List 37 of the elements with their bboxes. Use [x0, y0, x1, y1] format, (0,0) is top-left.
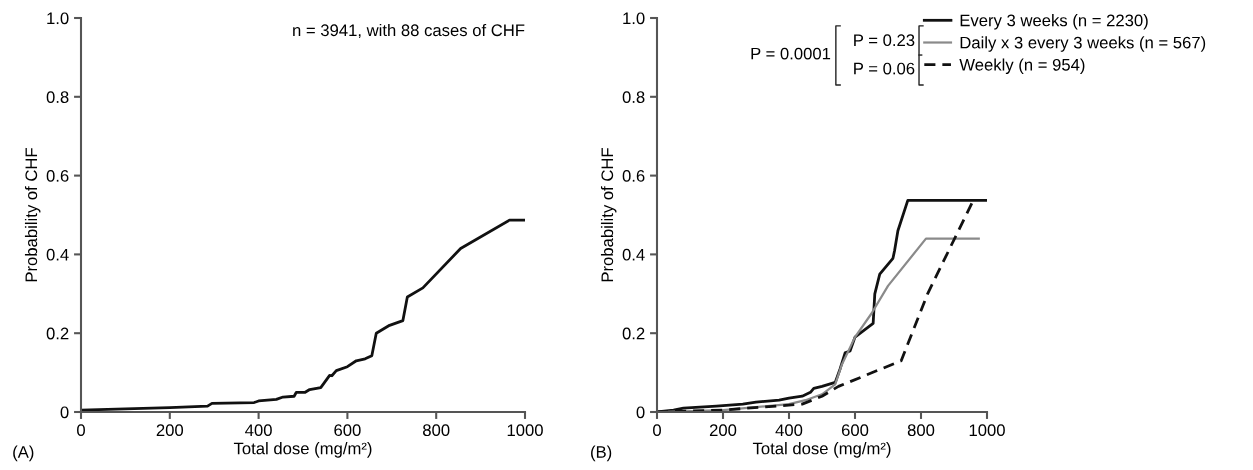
text: (B) — [591, 445, 612, 462]
y-tick-label: 0.6 — [46, 170, 69, 182]
x-tick-label: 400 — [245, 424, 272, 437]
x-tick-label: 0 — [77, 424, 85, 437]
y-tick-label: 0.8 — [622, 91, 645, 103]
y-axis-title: Probability of CHF — [24, 148, 41, 282]
x-tick-label: 1000 — [507, 424, 543, 437]
y-tick-label: 1.0 — [623, 12, 645, 25]
annotation: P = 0.06 — [854, 62, 915, 75]
x-tick-label: 200 — [156, 424, 184, 437]
legend-label: Daily x 3 every 3 weeks (n = 567) — [960, 36, 1206, 52]
y-tick-label: 0.4 — [46, 248, 69, 261]
y-tick-label: 0.6 — [622, 170, 645, 182]
legend-label: Weekly (n = 954) — [959, 58, 1085, 74]
annotation: P = 0.23 — [854, 34, 915, 47]
legend-label: Every 3 weeks (n = 2230) — [960, 14, 1148, 30]
x-tick-label: 600 — [841, 424, 869, 437]
text: (A) — [13, 445, 34, 462]
y-tick-label: 0.4 — [622, 248, 645, 261]
y-tick-label: 0 — [636, 406, 645, 419]
x-axis-title: Total dose (mg/m²) — [233, 442, 372, 458]
y-tick-label: 0 — [60, 406, 69, 419]
annotation: P = 0.0001 — [751, 47, 831, 60]
annotation: n = 3941, with 88 cases of CHF — [293, 23, 525, 39]
y-tick-label: 1.0 — [47, 12, 69, 25]
y-tick-label: 0.2 — [622, 327, 645, 340]
y-axis-title: Probability of CHF — [600, 148, 617, 282]
x-axis-title: Total dose (mg/m²) — [752, 442, 891, 458]
x-tick-label: 200 — [709, 424, 737, 437]
y-tick-label: 0.2 — [46, 327, 69, 340]
x-tick-label: 400 — [775, 424, 803, 437]
x-tick-label: 0 — [653, 424, 661, 437]
x-tick-label: 1000 — [969, 424, 1005, 437]
x-tick-label: 600 — [334, 424, 361, 437]
x-tick-label: 800 — [423, 424, 450, 437]
x-tick-label: 800 — [907, 424, 935, 437]
y-tick-label: 0.8 — [46, 91, 69, 103]
